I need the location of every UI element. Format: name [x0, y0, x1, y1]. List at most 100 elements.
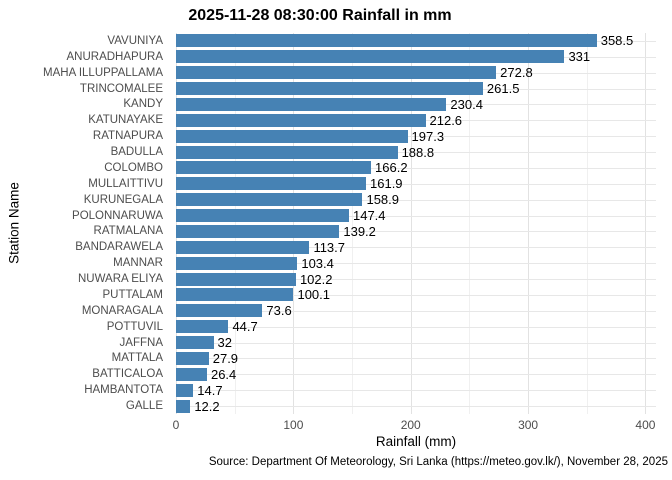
value-label: 331 — [568, 49, 591, 65]
major-gridline — [410, 33, 412, 414]
bar-row: 139.2 — [176, 224, 656, 240]
rainfall-bar — [176, 193, 363, 207]
value-label: 158.9 — [366, 192, 400, 208]
bars-layer: 358.5 331 272.8 261.5 230.4 212.6 197.3 188.8 16… — [176, 33, 656, 414]
rainfall-bar — [176, 82, 483, 96]
station-label: MANNAR — [113, 257, 163, 270]
station-label: GALLE — [125, 400, 163, 413]
rainfall-bar — [176, 304, 263, 318]
rainfall-bar — [176, 351, 209, 365]
value-label: 230.4 — [450, 96, 483, 112]
bar-row: 102.2 — [176, 271, 656, 287]
x-axis-tick-labels: 0 100 200 300 400 — [172, 418, 656, 432]
value-label: 139.2 — [343, 223, 376, 239]
bar-row: 261.5 — [176, 81, 656, 97]
value-label: 197.3 — [411, 128, 445, 144]
station-label: NUWARA ELIYA — [78, 273, 163, 286]
x-tick-label: 0 — [172, 418, 180, 432]
bar-row: 113.7 — [176, 239, 656, 255]
rainfall-bar — [176, 50, 565, 64]
bar-row: 32 — [176, 335, 656, 351]
rainfall-bar — [176, 288, 294, 302]
x-axis-title: Rainfall (mm) — [375, 434, 457, 449]
rainfall-bar — [176, 209, 349, 223]
bar-row: 44.7 — [176, 319, 656, 335]
station-label: VAVUNIYA — [107, 34, 163, 47]
value-label: 100.1 — [297, 287, 331, 303]
station-label: MAHA ILLUPPALLAMA — [43, 66, 163, 79]
major-gridline — [176, 33, 177, 414]
station-label: BADULLA — [110, 146, 163, 159]
station-label: MATTALA — [111, 352, 163, 365]
station-label: COLOMBO — [104, 161, 163, 174]
value-label: 102.2 — [299, 271, 333, 287]
major-gridline — [528, 33, 530, 414]
station-label: KATUNAYAKE — [88, 114, 163, 127]
rainfall-bar — [176, 113, 426, 127]
rainfall-bar — [176, 399, 191, 413]
station-label: MONARAGALA — [81, 304, 163, 317]
rainfall-bar — [176, 383, 194, 397]
rainfall-bar — [176, 177, 366, 191]
plot-panel: 358.5 331 272.8 261.5 230.4 212.6 197.3 188.8 16… — [176, 33, 656, 414]
bar-row: 27.9 — [176, 351, 656, 367]
value-label: 166.2 — [375, 160, 408, 176]
bar-row: 212.6 — [176, 112, 656, 128]
rainfall-bar — [176, 129, 408, 143]
bar-row: 147.4 — [176, 208, 656, 224]
minor-gridline — [586, 33, 588, 414]
bar-row: 161.9 — [176, 176, 656, 192]
value-label: 12.2 — [194, 398, 220, 414]
rainfall-bar — [176, 34, 597, 48]
bar-row: 158.9 — [176, 192, 656, 208]
station-label: POLONNARUWA — [72, 209, 163, 222]
bar-row: 12.2 — [176, 398, 656, 414]
rainfall-bar — [176, 320, 229, 334]
value-label: 113.7 — [313, 239, 346, 255]
value-label: 261.5 — [486, 81, 520, 97]
rainfall-bar — [176, 336, 214, 350]
station-label: KURUNEGALA — [83, 193, 163, 206]
bar-row: 26.4 — [176, 366, 656, 382]
minor-gridline — [234, 33, 236, 414]
bar-row: 14.7 — [176, 382, 656, 398]
bar-row: 331 — [176, 49, 656, 65]
minor-gridline — [352, 33, 354, 414]
source-caption: Source: Department Of Meteorology, Sri L… — [208, 456, 668, 468]
value-label: 27.9 — [212, 350, 239, 366]
bar-row: 197.3 — [176, 128, 656, 144]
bar-row: 103.4 — [176, 255, 656, 271]
value-label: 272.8 — [500, 65, 533, 81]
x-tick-label: 200 — [400, 418, 421, 432]
station-label: RATNAPURA — [92, 130, 163, 143]
value-label: 32 — [217, 335, 233, 351]
bar-row: 73.6 — [176, 303, 656, 319]
station-label: MULLAITTIVU — [88, 177, 163, 190]
value-label: 358.5 — [600, 33, 634, 49]
rainfall-bar — [176, 97, 447, 111]
value-label: 44.7 — [232, 319, 258, 335]
minor-gridline — [469, 33, 471, 414]
x-tick-label: 100 — [283, 418, 304, 432]
station-label: HAMBANTOTA — [84, 384, 163, 397]
bar-row: 100.1 — [176, 287, 656, 303]
bar-row: 188.8 — [176, 144, 656, 160]
value-label: 14.7 — [197, 382, 223, 398]
major-gridline — [645, 33, 647, 414]
station-label: BANDARAWELA — [75, 241, 163, 254]
x-tick-label: 400 — [635, 418, 656, 432]
value-label: 103.4 — [301, 255, 334, 271]
rainfall-bar — [176, 256, 298, 270]
station-label: RATMALANA — [93, 225, 163, 238]
station-label: BATTICALOA — [92, 368, 163, 381]
x-tick-label: 300 — [518, 418, 539, 432]
bar-row: 272.8 — [176, 65, 656, 81]
rainfall-bar — [176, 272, 296, 286]
value-label: 26.4 — [210, 366, 237, 382]
station-label: TRINCOMALEE — [79, 82, 163, 95]
value-label: 147.4 — [352, 208, 386, 224]
chart-title: 2025-11-28 08:30:00 Rainfall in mm — [188, 7, 452, 24]
gridlines — [176, 33, 656, 414]
bar-row: 166.2 — [176, 160, 656, 176]
